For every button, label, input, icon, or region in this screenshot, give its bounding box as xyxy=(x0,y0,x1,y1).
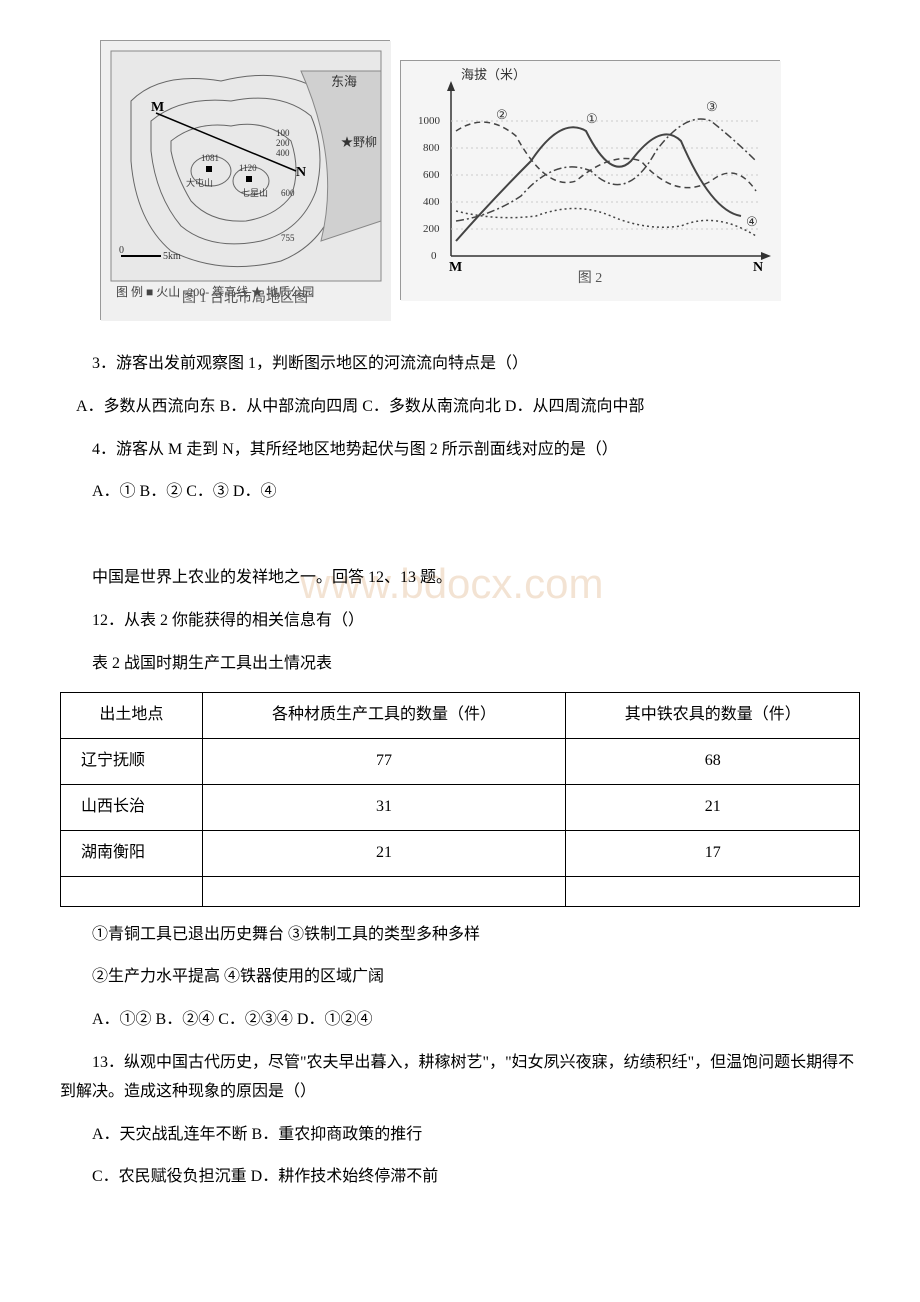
svg-text:200: 200 xyxy=(423,223,440,235)
q13-text: 13．纵观中国古代历史，尽管"农夫早出暮入，耕稼树艺"，"妇女夙兴夜寐，纺绩积纴… xyxy=(60,1049,860,1107)
table-row: 山西长治 31 21 xyxy=(61,784,860,830)
q13-options1: A．天灾战乱连年不断 B．重农抑商政策的推行 xyxy=(60,1121,860,1150)
q12-statements1: ①青铜工具已退出历史舞台 ③铁制工具的类型多种多样 xyxy=(60,921,860,950)
q3-text: 3．游客出发前观察图 1，判断图示地区的河流流向特点是（） xyxy=(60,350,860,379)
table-row: 辽宁抚顺 77 68 xyxy=(61,739,860,785)
chart-figure: 海拔（米） 0 200 400 600 800 1000 M N ① ② xyxy=(400,60,780,300)
q4-options: A．① B．② C．③ D．④ xyxy=(60,478,860,507)
table-row: 湖南衡阳 21 17 xyxy=(61,830,860,876)
table-header-row: 出土地点 各种材质生产工具的数量（件） 其中铁农具的数量（件） xyxy=(61,693,860,739)
q12-statements2: ②生产力水平提高 ④铁器使用的区域广阔 xyxy=(60,963,860,992)
svg-text:0: 0 xyxy=(119,245,124,256)
svg-text:③: ③ xyxy=(706,99,718,114)
svg-text:七星山: 七星山 xyxy=(241,188,268,198)
chart-caption: 图 2 xyxy=(401,266,779,291)
table-cell: 68 xyxy=(566,739,860,785)
svg-text:N: N xyxy=(296,165,306,180)
svg-text:755: 755 xyxy=(281,233,295,243)
svg-text:600: 600 xyxy=(423,169,440,181)
svg-text:①: ① xyxy=(586,111,598,126)
svg-text:400: 400 xyxy=(276,148,290,158)
svg-text:★野柳: ★野柳 xyxy=(341,135,377,149)
svg-text:1000: 1000 xyxy=(418,115,441,127)
svg-text:大屯山: 大屯山 xyxy=(186,177,213,188)
table-cell: 辽宁抚顺 xyxy=(61,739,203,785)
svg-text:400: 400 xyxy=(423,196,440,208)
svg-text:M: M xyxy=(151,100,164,115)
table-header-cell: 出土地点 xyxy=(61,693,203,739)
table-cell: 21 xyxy=(202,830,566,876)
table-cell: 21 xyxy=(566,784,860,830)
map-caption: 图 1 台北市局地区图 xyxy=(101,286,389,311)
q4-text: 4．游客从 M 走到 N，其所经地区地势起伏与图 2 所示剖面线对应的是（） xyxy=(60,436,860,465)
svg-text:200: 200 xyxy=(276,138,290,148)
svg-text:④: ④ xyxy=(746,214,758,229)
sea-label: 东海 xyxy=(331,74,357,89)
table-cell: 31 xyxy=(202,784,566,830)
q12-text: 12．从表 2 你能获得的相关信息有（） xyxy=(60,607,860,636)
data-table: 出土地点 各种材质生产工具的数量（件） 其中铁农具的数量（件） 辽宁抚顺 77 … xyxy=(60,692,860,906)
table-title: 表 2 战国时期生产工具出土情况表 xyxy=(60,650,860,679)
table-cell: 17 xyxy=(566,830,860,876)
svg-text:海拔（米）: 海拔（米） xyxy=(461,67,526,82)
svg-text:600: 600 xyxy=(281,188,295,198)
svg-text:0: 0 xyxy=(431,250,437,262)
table-cell: 山西长治 xyxy=(61,784,203,830)
svg-text:②: ② xyxy=(496,107,508,122)
figures-container: 东海 M N 大屯山 1081 七星山 1120 100 200 400 600… xyxy=(100,40,860,320)
svg-text:100: 100 xyxy=(276,128,290,138)
map-figure: 东海 M N 大屯山 1081 七星山 1120 100 200 400 600… xyxy=(100,40,390,320)
svg-text:5km: 5km xyxy=(163,251,181,262)
q3-options: A．多数从西流向东 B．从中部流向四周 C．多数从南流向北 D．从四周流向中部 xyxy=(76,393,860,422)
svg-text:800: 800 xyxy=(423,142,440,154)
q12-options: A．①② B．②④ C．②③④ D．①②④ xyxy=(60,1006,860,1035)
table-header-cell: 其中铁农具的数量（件） xyxy=(566,693,860,739)
table-cell: 77 xyxy=(202,739,566,785)
svg-text:1120: 1120 xyxy=(239,163,257,173)
table-header-cell: 各种材质生产工具的数量（件） xyxy=(202,693,566,739)
table-empty-row xyxy=(61,876,860,906)
svg-text:1081: 1081 xyxy=(201,153,219,163)
intro12: 中国是世界上农业的发祥地之一。回答 12、13 题。 xyxy=(60,564,860,593)
table-cell: 湖南衡阳 xyxy=(61,830,203,876)
q13-options2: C．农民赋役负担沉重 D．耕作技术始终停滞不前 xyxy=(60,1163,860,1192)
